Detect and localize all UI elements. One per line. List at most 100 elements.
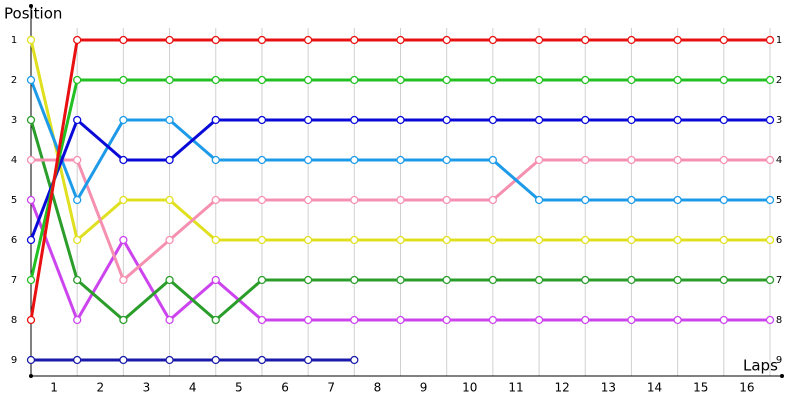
point	[26, 315, 36, 325]
point	[119, 315, 128, 325]
point	[350, 75, 359, 85]
point	[534, 315, 544, 325]
y-tick-label: 1	[11, 35, 17, 46]
point	[719, 75, 728, 85]
x-tick-label: 14	[647, 381, 662, 395]
point	[257, 275, 267, 285]
point	[534, 275, 544, 285]
point	[165, 35, 174, 45]
y-tick-label-right: 4	[776, 155, 782, 166]
point	[350, 315, 359, 325]
point	[581, 275, 590, 285]
point	[350, 355, 359, 365]
y-tick-label-right: 1	[776, 35, 782, 46]
point	[765, 35, 775, 45]
point	[211, 235, 220, 245]
chart-title: Position	[4, 5, 62, 23]
x-tick-label: 7	[327, 381, 335, 395]
point	[257, 35, 267, 45]
point	[303, 355, 313, 365]
point	[165, 155, 174, 165]
point	[396, 75, 405, 85]
point	[26, 235, 36, 245]
y-tick-label: 9	[11, 355, 17, 366]
point	[581, 195, 590, 205]
point	[119, 235, 128, 245]
point	[719, 275, 728, 285]
point	[119, 75, 128, 85]
x-tick-label: 8	[374, 381, 382, 395]
x-tick-label: 11	[508, 381, 523, 395]
y-tick-label: 6	[11, 235, 17, 246]
point	[211, 75, 220, 85]
y-tick-label-right: 5	[776, 195, 782, 206]
x-tick-label: 2	[96, 381, 104, 395]
point	[303, 235, 313, 245]
point	[303, 75, 313, 85]
y-tick-label: 7	[11, 275, 17, 286]
point	[119, 35, 128, 45]
point	[257, 235, 267, 245]
point	[442, 35, 451, 45]
y-tick-label-right: 9	[776, 355, 782, 366]
x-tick-label: 1	[50, 381, 58, 395]
point	[442, 115, 451, 125]
axis-end	[780, 374, 784, 378]
point	[627, 315, 636, 325]
point	[350, 195, 359, 205]
point	[26, 355, 36, 365]
point	[73, 155, 82, 165]
point	[119, 155, 128, 165]
point	[26, 195, 36, 205]
x-tick-label: 10	[462, 381, 477, 395]
point	[488, 195, 498, 205]
point	[581, 35, 590, 45]
point	[442, 235, 451, 245]
point	[303, 315, 313, 325]
x-tick-label: 16	[739, 381, 754, 395]
point	[257, 155, 267, 165]
point	[257, 355, 267, 365]
point	[627, 35, 636, 45]
point	[396, 35, 405, 45]
point	[350, 275, 359, 285]
point	[765, 275, 775, 285]
y-tick-label-right: 2	[776, 75, 782, 86]
point	[303, 275, 313, 285]
point	[119, 195, 128, 205]
point	[673, 275, 682, 285]
y-tick-label: 5	[11, 195, 17, 206]
point	[627, 235, 636, 245]
point	[627, 75, 636, 85]
x-tick-label: 15	[693, 381, 708, 395]
point	[26, 275, 36, 285]
point	[673, 315, 682, 325]
point	[534, 115, 544, 125]
point	[488, 35, 498, 45]
point	[488, 115, 498, 125]
y-tick-label: 3	[11, 115, 17, 126]
x-tick-label: 4	[189, 381, 197, 395]
point	[26, 75, 36, 85]
point	[211, 315, 220, 325]
point	[442, 75, 451, 85]
point	[534, 195, 544, 205]
point	[442, 155, 451, 165]
x-axis-label: Laps	[743, 357, 778, 375]
point	[719, 235, 728, 245]
point	[165, 235, 174, 245]
point	[73, 315, 82, 325]
point	[765, 155, 775, 165]
point	[257, 315, 267, 325]
point	[396, 315, 405, 325]
y-tick-label-right: 8	[776, 315, 782, 326]
point	[627, 275, 636, 285]
point	[350, 155, 359, 165]
point	[719, 315, 728, 325]
point	[73, 35, 82, 45]
point	[303, 115, 313, 125]
point	[765, 235, 775, 245]
point	[119, 355, 128, 365]
point	[581, 75, 590, 85]
